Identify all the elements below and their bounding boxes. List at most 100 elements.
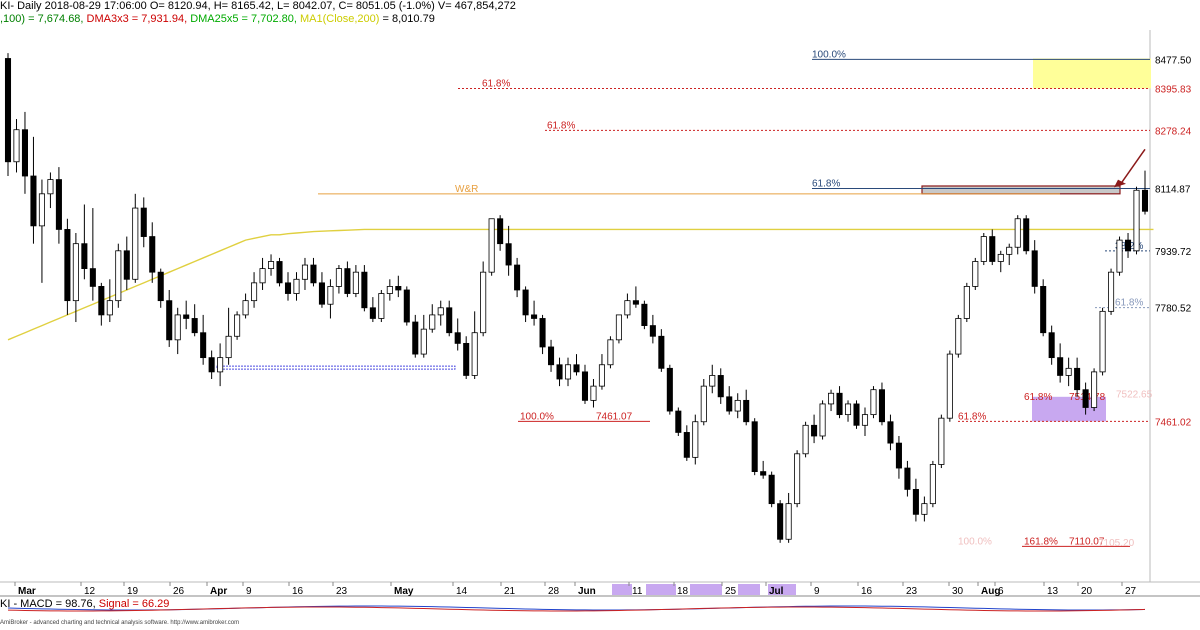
candle-body — [208, 357, 215, 373]
candle-body — [140, 207, 147, 237]
candle — [454, 318, 461, 351]
candle — [929, 460, 936, 508]
candle — [649, 314, 656, 344]
arrow-marker — [1119, 148, 1146, 186]
candle — [344, 261, 351, 298]
candle — [217, 343, 224, 387]
fib-label-11: 7461.07 — [596, 411, 633, 422]
candle-body — [641, 303, 648, 326]
candle — [1116, 236, 1123, 276]
candle — [166, 289, 173, 347]
footer-credit: AmiBroker - advanced charting and techni… — [0, 620, 240, 626]
candle — [666, 364, 673, 415]
candle-body — [318, 282, 325, 305]
fib-label-4: W&R — [455, 184, 478, 195]
candle-body — [505, 243, 512, 266]
candle — [369, 297, 376, 323]
candle-body — [284, 282, 292, 294]
candle — [581, 364, 589, 404]
candle-body — [802, 424, 809, 455]
candle — [200, 314, 207, 365]
candle — [955, 314, 962, 358]
candle-body — [734, 399, 741, 412]
candle — [615, 314, 622, 344]
candle-body — [828, 392, 835, 405]
x-tick-label: Aug — [981, 586, 1000, 597]
candle-body — [700, 385, 707, 423]
candle-body — [4, 58, 12, 163]
candle — [378, 289, 385, 323]
candle-body — [1133, 189, 1140, 252]
candle — [624, 293, 631, 319]
fib-label-6: 61.8% — [1115, 298, 1143, 309]
candle-body — [717, 375, 724, 398]
candle-body — [38, 193, 45, 227]
x-tick-label: 13 — [1047, 586, 1059, 597]
x-tick-label: 12 — [84, 586, 96, 597]
candle-body — [912, 489, 919, 515]
candle-body — [1065, 367, 1072, 376]
candle-body — [488, 218, 495, 273]
candle — [293, 272, 300, 301]
candle-body — [369, 307, 376, 319]
candle-body — [607, 339, 614, 366]
candle-body — [531, 314, 538, 319]
x-tick-label: Apr — [210, 586, 227, 597]
candle — [191, 304, 198, 337]
candle — [251, 272, 258, 308]
candle — [81, 204, 88, 280]
candle — [13, 119, 20, 173]
candle-body — [887, 421, 894, 444]
candle-body — [403, 289, 410, 323]
candle-body — [30, 175, 37, 227]
candle — [395, 275, 402, 298]
candle-body — [55, 179, 62, 230]
candle-body — [344, 268, 351, 294]
candle — [310, 257, 317, 287]
candle-body — [454, 332, 461, 344]
x-tick-label: 21 — [504, 586, 516, 597]
fib-label-9: 7522.65 — [1116, 389, 1153, 400]
candle — [1141, 170, 1149, 215]
candle-body — [174, 314, 181, 341]
candle — [531, 300, 538, 326]
candle-body — [929, 464, 936, 505]
y-tick-label: 8278.24 — [1155, 126, 1192, 137]
chart-title-line: KI- Daily 2018-08-29 17:06:00 O= 8120.94… — [0, 0, 516, 12]
fib-label-13: 161.8% — [1024, 536, 1058, 547]
x-tick-label: 20 — [1081, 586, 1093, 597]
candle-body — [463, 342, 470, 376]
candle-body — [242, 300, 249, 316]
candle-body — [1040, 286, 1047, 334]
candle — [921, 496, 928, 522]
candle — [997, 250, 1004, 273]
macd-legend: KI - MACD = 98.76, Signal = 66.29 — [0, 598, 169, 610]
candle-body — [853, 403, 860, 426]
candle — [700, 379, 707, 426]
candle — [734, 393, 741, 419]
candle-body — [1014, 218, 1021, 248]
candle-body — [191, 318, 198, 334]
candle-body — [106, 300, 113, 316]
candle — [1082, 382, 1089, 415]
candle — [522, 286, 529, 323]
candle — [598, 354, 605, 390]
x-tick-label: 9 — [246, 586, 252, 597]
candle-body — [743, 399, 750, 423]
candle — [132, 193, 139, 283]
candle-body — [963, 286, 970, 319]
fib-label-16: 7105.20 — [1098, 538, 1135, 549]
candle — [963, 282, 970, 323]
candle — [386, 279, 393, 301]
candle-body — [327, 286, 334, 305]
candle-body — [632, 300, 639, 305]
candle — [861, 407, 869, 436]
candle — [870, 386, 877, 419]
candle — [828, 389, 835, 412]
candle-body — [293, 278, 300, 294]
candle — [658, 329, 665, 372]
x-tick-label: Jul — [769, 586, 784, 597]
candle-body — [1108, 271, 1115, 312]
candle-body — [412, 321, 419, 355]
candle — [106, 279, 113, 323]
